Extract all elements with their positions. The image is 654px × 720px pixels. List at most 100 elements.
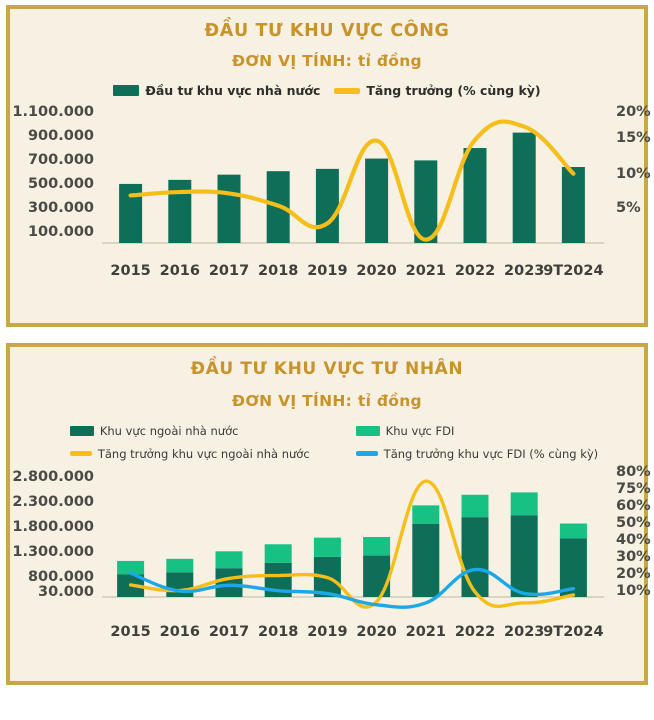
- bar-segment: [510, 514, 538, 597]
- right-axis-tick: 80%: [616, 464, 651, 480]
- trend-line: [128, 119, 576, 242]
- right-axis-tick: 20%: [616, 566, 651, 582]
- private-chart-title: ĐẦU TƯ KHU VỰC TƯ NHÂN: [190, 359, 464, 379]
- legend-growth-label: Tăng trưởng (% cùng kỳ): [366, 83, 541, 99]
- right-axis-tick: 5%: [616, 200, 641, 216]
- left-axis-tick: 900.000: [28, 128, 94, 144]
- bar-segment: [168, 180, 192, 244]
- private-investment-panel: ĐẦU TƯ KHU VỰC TƯ NHÂN ĐƠN VỊ TÍNH: tỉ đ…: [6, 343, 651, 685]
- private-chart-plot: 2.800.000 2.300.000 1.800.000 1.300.000 800.…: [10, 461, 651, 651]
- x-axis-tick: 2016: [160, 263, 200, 278]
- bar-segment: [561, 167, 585, 244]
- left-axis-tick: 500.000: [28, 176, 94, 192]
- right-axis-tick: 75%: [616, 481, 651, 497]
- left-axis-tick: 1.800.000: [12, 519, 94, 535]
- right-axis-tick: 15%: [616, 130, 651, 146]
- legend-nonstate-growth-label: Tăng trưởng khu vực ngoài nhà nước: [97, 446, 310, 461]
- left-axis-tick: 800.000: [28, 569, 94, 585]
- left-axis-tick: 30.000: [38, 584, 94, 600]
- bar-segment: [461, 516, 489, 597]
- x-axis-tick: 2019: [307, 624, 347, 640]
- public-chart-title: ĐẦU TƯ KHU VỰC CÔNG: [204, 21, 450, 41]
- bar-segment: [412, 523, 440, 597]
- public-chart-svg: 1.100.000 900.000 700.000 500.000 300.000 100…: [12, 104, 651, 278]
- x-axis-tick: 2019: [307, 263, 347, 278]
- right-axis-tick: 60%: [616, 498, 651, 514]
- legend-fdi-sector-swatch: [355, 425, 380, 436]
- x-axis-tick: 2015: [110, 624, 150, 640]
- public-investment-panel: ĐẦU TƯ KHU VỰC CÔNG ĐƠN VỊ TÍNH: tỉ đồng…: [6, 5, 651, 327]
- private-chart-legend: Khu vực ngoài nhà nước Khu vực FDI Tăng …: [10, 424, 644, 461]
- legend-growth-swatch: [334, 87, 361, 94]
- legend-nonstate-sector-swatch: [69, 425, 94, 436]
- right-axis-tick: 20%: [616, 104, 651, 120]
- x-axis-tick: 2015: [110, 263, 150, 278]
- left-axis-tick: 1.300.000: [12, 544, 94, 560]
- right-axis-tick: 40%: [616, 532, 651, 548]
- legend-fdi-growth-swatch: [355, 451, 378, 457]
- bar-segment: [264, 543, 292, 563]
- x-axis-tick: 2016: [160, 624, 200, 640]
- legend-fdi-sector[interactable]: Khu vực FDI: [355, 423, 598, 438]
- left-axis-tick: 700.000: [28, 152, 94, 168]
- legend-nonstate-sector-label: Khu vực ngoài nhà nước: [99, 423, 239, 438]
- bar-segment: [217, 174, 241, 244]
- bar-segment: [119, 184, 143, 244]
- public-chart-legend: Đầu tư khu vực nhà nước Tăng trưởng (% c…: [10, 83, 644, 98]
- trend-line: [128, 479, 576, 609]
- x-axis-tick: 2017: [209, 263, 249, 278]
- x-axis-tick: 2021: [406, 624, 446, 640]
- bar-segment: [363, 555, 391, 597]
- x-axis-tick: 2023: [504, 263, 544, 278]
- bar-segment: [215, 567, 243, 597]
- legend-fdi-growth[interactable]: Tăng trưởng khu vực FDI (% cùng kỳ): [355, 447, 598, 461]
- bar-segment: [365, 158, 389, 244]
- legend-state-investment-label: Đầu tư khu vực nhà nước: [145, 83, 321, 99]
- x-axis-tick: 2022: [455, 263, 495, 278]
- right-axis-tick: 10%: [616, 166, 651, 182]
- right-axis-tick: 30%: [616, 549, 651, 565]
- left-axis-tick: 300.000: [28, 200, 94, 216]
- x-axis-tick: 9T2024: [543, 624, 603, 640]
- bar-segment: [512, 132, 536, 244]
- legend-state-investment[interactable]: Đầu tư khu vực nhà nước: [113, 83, 320, 98]
- private-chart-subtitle: ĐƠN VỊ TÍNH: tỉ đồng: [232, 391, 422, 410]
- trend-line: [128, 567, 576, 609]
- left-axis-tick: 2.300.000: [12, 494, 94, 510]
- bar-segment: [166, 572, 194, 597]
- private-titles: ĐẦU TƯ KHU VỰC TƯ NHÂN ĐƠN VỊ TÍNH: tỉ đ…: [10, 347, 644, 410]
- bar-segment: [315, 169, 339, 244]
- left-axis-tick: 100.000: [28, 224, 94, 240]
- public-chart-plot: 1.100.000 900.000 700.000 500.000 300.000 100…: [10, 98, 651, 278]
- bar-segment: [313, 537, 341, 557]
- left-axis-tick: 2.800.000: [12, 469, 94, 485]
- x-axis-tick: 2020: [356, 624, 396, 640]
- bar-segment: [461, 494, 489, 517]
- x-axis-tick: 2018: [258, 263, 298, 278]
- x-axis-tick: 2021: [406, 263, 446, 278]
- bar-segment: [215, 550, 243, 568]
- bar-segment: [166, 558, 194, 573]
- public-titles: ĐẦU TƯ KHU VỰC CÔNG ĐƠN VỊ TÍNH: tỉ đồng: [10, 9, 644, 70]
- bar-segment: [412, 505, 440, 524]
- legend-nonstate-growth-swatch: [69, 451, 92, 457]
- legend-nonstate-growth[interactable]: Tăng trưởng khu vực ngoài nhà nước: [69, 446, 310, 461]
- right-axis-tick: 10%: [616, 583, 651, 599]
- bar-segment: [510, 492, 538, 515]
- legend-growth[interactable]: Tăng trưởng (% cùng kỳ): [334, 83, 541, 99]
- legend-nonstate-sector[interactable]: Khu vực ngoài nhà nước: [69, 423, 310, 438]
- public-chart-subtitle: ĐƠN VỊ TÍNH: tỉ đồng: [232, 52, 422, 71]
- legend-fdi-sector-label: Khu vực FDI: [385, 423, 455, 438]
- x-axis-tick: 2018: [258, 624, 298, 640]
- bar-segment: [559, 523, 587, 538]
- x-axis-tick: 9T2024: [543, 263, 603, 278]
- bar-segment: [363, 536, 391, 556]
- x-axis-tick: 2020: [356, 263, 396, 278]
- left-axis-tick: 1.100.000: [12, 104, 94, 120]
- x-axis-tick: 2023: [504, 624, 544, 640]
- bar-segment: [414, 160, 438, 244]
- private-chart-svg: 2.800.000 2.300.000 1.800.000 1.300.000 800.…: [12, 464, 651, 640]
- right-axis-tick: 50%: [616, 515, 651, 531]
- x-axis-tick: 2017: [209, 624, 249, 640]
- bar-segment: [463, 148, 487, 244]
